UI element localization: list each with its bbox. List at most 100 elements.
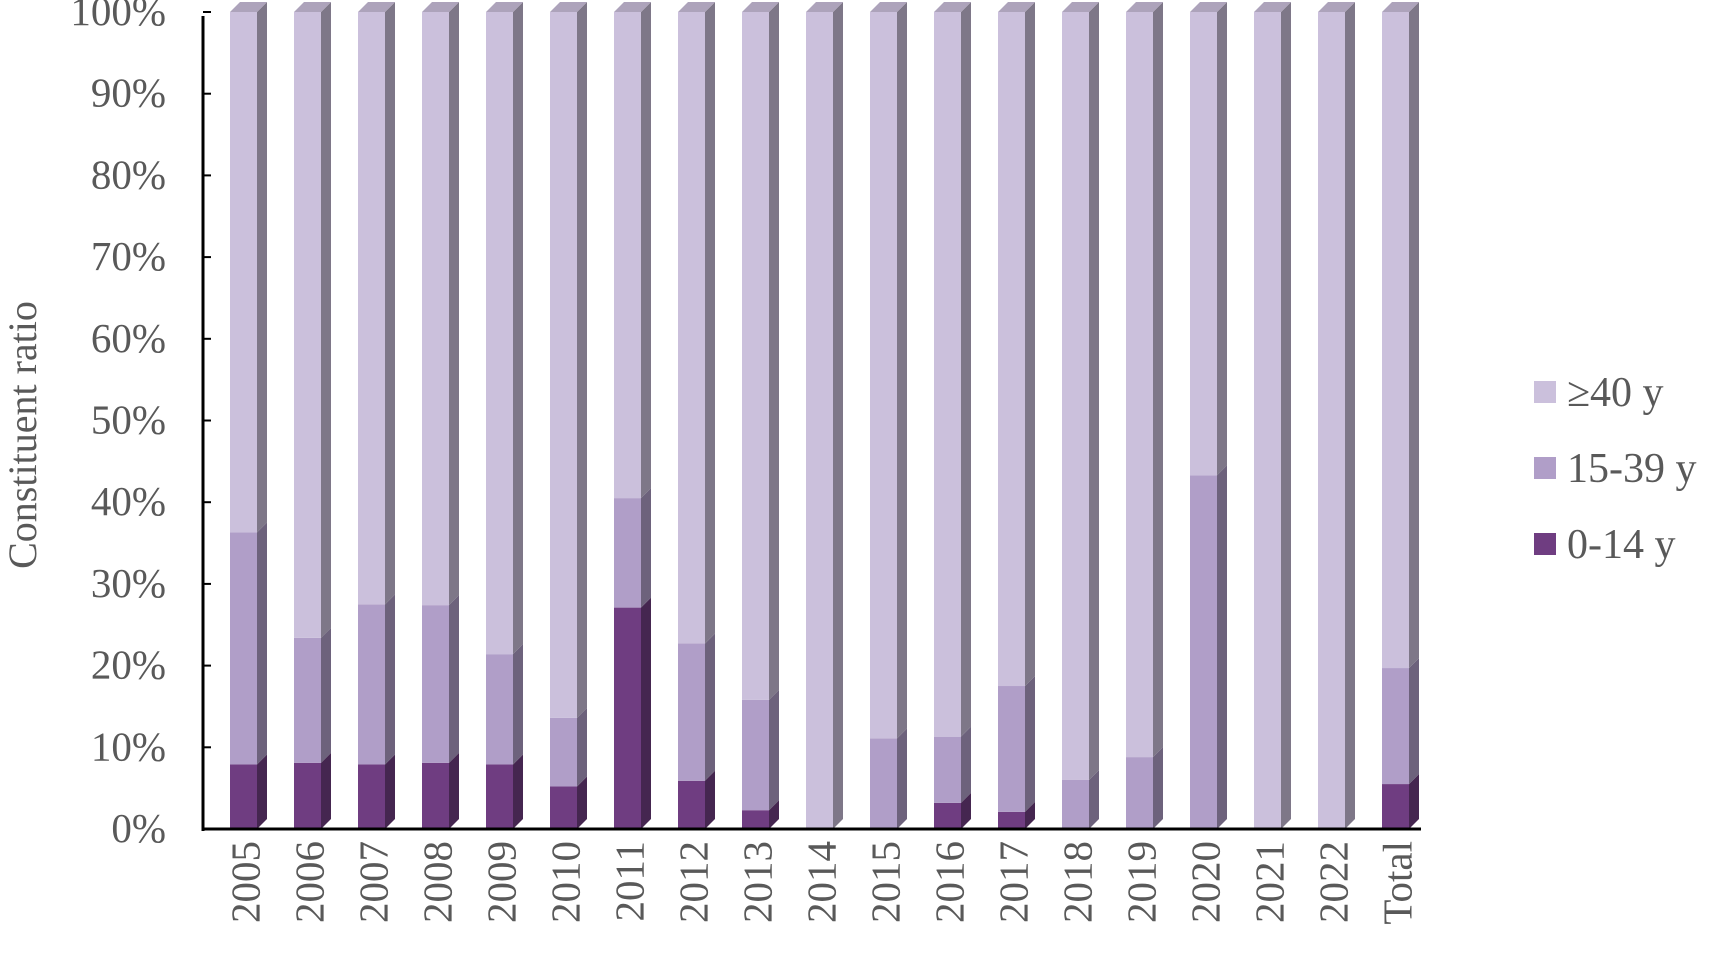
bar-2006-ge40-y-side [321,2,331,638]
bar-2015-ge40-y [870,12,897,739]
x-tick-label: 2014 [799,841,845,923]
bar-2010-ge40-y-side [577,2,587,718]
bar-2014-ge40-y-side [833,2,843,829]
bar-2006-0-14-y-side [321,752,331,829]
bar-total-15-39-y-side [1409,658,1419,785]
bar-2015-ge40-y-side [897,2,907,739]
legend-swatch [1534,381,1556,403]
legend-swatch [1534,457,1556,479]
x-tick-label: 2015 [863,841,909,923]
x-tick-label: 2019 [1119,841,1165,923]
legend-item-ge40-y: ≥40 y [1534,370,1664,416]
bar-2007-0-14-y [358,764,385,829]
bar-2009-ge40-y-side [513,2,523,655]
bar-2010-15-39-y-side [577,707,587,787]
bar-group-2010 [550,2,587,829]
bar-2013-ge40-y [742,12,769,700]
bar-2009-15-39-y-side [513,644,523,765]
bar-2016-15-39-y [934,736,961,803]
bar-total-ge40-y-side [1409,2,1419,669]
bar-2013-15-39-y-side [769,689,779,811]
bar-2006-15-39-y [294,637,321,763]
bar-2019-15-39-y [1126,757,1153,829]
bar-2005-15-39-y-side [257,522,267,765]
legend-label: 15-39 y [1567,446,1697,492]
x-tick-label: 2005 [223,841,269,923]
bar-2005-ge40-y-side [257,2,267,533]
bar-group-total [1382,2,1419,829]
bar-2013-0-14-y-side [769,800,779,829]
bar-2010-0-14-y [550,786,577,829]
bar-2008-0-14-y [422,762,449,829]
bar-2016-0-14-y [934,802,961,829]
bar-total-ge40-y [1382,12,1409,669]
bar-2011-15-39-y-side [641,488,651,608]
y-tick-label: 10% [91,723,166,769]
bar-2005-0-14-y [230,764,257,829]
bar-2019-ge40-y-top [1126,2,1163,12]
bar-2012-ge40-y [678,12,705,644]
bar-2009-ge40-y-top [486,2,523,12]
legend-swatch [1534,533,1556,555]
bar-2017-ge40-y-top [998,2,1035,12]
bar-2013-ge40-y-top [742,2,779,12]
x-tick-label: 2006 [287,841,333,923]
bar-group-2013 [742,2,779,829]
y-tick-label: 70% [91,233,166,279]
bar-group-2012 [678,2,715,829]
y-tick-label: 40% [91,478,166,524]
bar-2008-ge40-y-top [422,2,459,12]
bar-total-0-14-y-side [1409,774,1419,829]
x-tick-label: 2016 [927,841,973,923]
bar-2018-ge40-y [1062,12,1089,780]
bar-2014-ge40-y [806,12,833,829]
bar-2011-0-14-y-side [641,597,651,829]
bar-2018-15-39-y [1062,779,1089,829]
bar-2017-ge40-y [998,12,1025,687]
bar-2005-ge40-y-top [230,2,267,12]
bar-2010-ge40-y [550,12,577,718]
bar-group-2015 [870,2,907,829]
bar-2012-15-39-y-side [705,633,715,781]
bar-2015-15-39-y-side [897,728,907,829]
bar-2019-15-39-y-side [1153,747,1163,829]
bar-2020-15-39-y-side [1217,465,1227,829]
legend-label: ≥40 y [1567,370,1664,416]
bar-2006-ge40-y-top [294,2,331,12]
bar-group-2014 [806,2,843,829]
bar-2005-15-39-y [230,532,257,765]
bar-group-2007 [358,2,395,829]
bar-2018-ge40-y-side [1089,2,1099,780]
bar-2021-ge40-y-side [1281,2,1291,829]
bar-group-2016 [934,2,971,829]
bar-2008-15-39-y-side [449,595,459,763]
bar-2007-0-14-y-side [385,754,395,829]
bar-2019-ge40-y-side [1153,2,1163,758]
bar-2020-ge40-y [1190,12,1217,476]
bar-2011-ge40-y-top [614,2,651,12]
x-tick-label: 2012 [671,841,717,923]
bar-2022-ge40-y [1318,12,1345,829]
bar-2017-ge40-y-side [1025,2,1035,687]
x-tick-label: 2009 [479,841,525,923]
bar-2018-ge40-y-top [1062,2,1099,12]
bar-2005-ge40-y [230,12,257,533]
bar-total-15-39-y [1382,668,1409,785]
bar-2011-15-39-y [614,498,641,608]
bar-2010-0-14-y-side [577,776,587,829]
bar-group-2008 [422,2,459,829]
legend: ≥40 y 15-39 y 0-14 y [1534,370,1697,568]
bar-group-2021 [1254,2,1291,829]
bar-2011-ge40-y [614,12,641,499]
bar-2012-0-14-y [678,780,705,829]
y-tick-label: 50% [91,397,166,443]
bar-2020-ge40-y-top [1190,2,1227,12]
y-tick-label: 0% [111,805,166,851]
x-tick-label: 2007 [351,841,397,923]
bar-2012-15-39-y [678,643,705,781]
bar-2020-ge40-y-side [1217,2,1227,476]
y-tick-label: 90% [91,70,166,116]
legend-label: 0-14 y [1567,522,1676,568]
ticks-layer: 0% 10% 20% 30% 40% 50% 60% 70% 80% 90% 100% 2005 200… [70,0,1420,925]
